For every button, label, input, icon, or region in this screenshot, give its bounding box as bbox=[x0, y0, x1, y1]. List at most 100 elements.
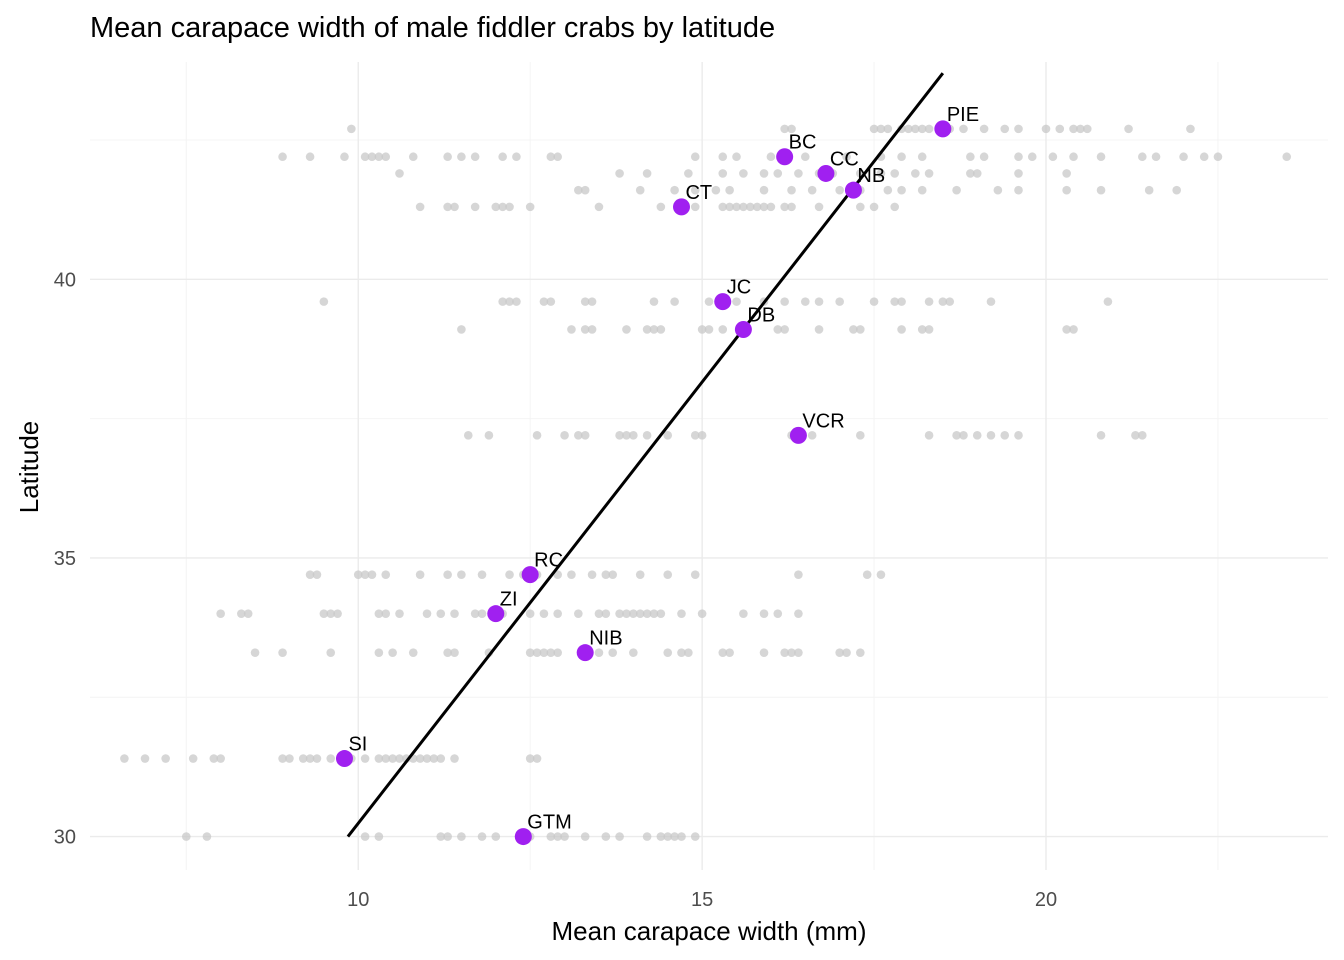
raw-point bbox=[945, 297, 955, 306]
raw-point bbox=[374, 152, 384, 162]
raw-point bbox=[800, 152, 810, 162]
raw-point bbox=[477, 570, 487, 579]
raw-point bbox=[360, 754, 370, 763]
raw-point bbox=[856, 325, 865, 334]
raw-point bbox=[457, 832, 466, 841]
site-label: RC bbox=[534, 550, 563, 572]
raw-point bbox=[663, 648, 673, 657]
raw-point bbox=[1199, 152, 1209, 162]
site-label: SI bbox=[348, 734, 367, 756]
raw-point bbox=[773, 169, 783, 178]
raw-point bbox=[1014, 169, 1023, 178]
raw-point bbox=[525, 754, 535, 763]
raw-point bbox=[305, 570, 315, 579]
raw-point bbox=[704, 297, 714, 306]
raw-point bbox=[924, 297, 934, 306]
raw-point bbox=[615, 832, 624, 841]
raw-point bbox=[1082, 124, 1092, 134]
raw-point bbox=[546, 832, 556, 841]
raw-point bbox=[388, 754, 397, 763]
raw-point bbox=[856, 202, 865, 212]
site-mean-point bbox=[776, 148, 794, 166]
raw-point bbox=[408, 648, 418, 657]
raw-point bbox=[890, 297, 899, 306]
raw-point bbox=[1069, 124, 1078, 134]
raw-point bbox=[759, 648, 769, 657]
raw-point bbox=[381, 570, 391, 579]
raw-point bbox=[849, 325, 858, 334]
raw-point bbox=[690, 202, 700, 212]
raw-point bbox=[1027, 152, 1037, 162]
raw-point bbox=[443, 832, 452, 841]
raw-point bbox=[780, 202, 789, 212]
raw-point bbox=[305, 754, 315, 763]
raw-point bbox=[780, 648, 789, 657]
raw-point bbox=[326, 754, 336, 763]
raw-point bbox=[986, 297, 996, 306]
raw-point bbox=[876, 570, 886, 579]
raw-point bbox=[794, 609, 803, 618]
raw-point bbox=[814, 202, 824, 212]
raw-point bbox=[649, 325, 659, 334]
raw-point bbox=[374, 648, 384, 657]
raw-point bbox=[780, 297, 789, 306]
raw-point bbox=[622, 431, 631, 440]
raw-point bbox=[491, 832, 501, 841]
raw-point bbox=[587, 570, 597, 579]
raw-point bbox=[718, 152, 728, 162]
raw-point bbox=[814, 325, 824, 334]
raw-point bbox=[670, 832, 679, 841]
raw-point bbox=[670, 185, 679, 195]
raw-point bbox=[1096, 152, 1106, 162]
raw-point bbox=[759, 185, 769, 195]
raw-point bbox=[883, 185, 893, 195]
raw-point bbox=[663, 832, 673, 841]
raw-point bbox=[1076, 124, 1085, 134]
raw-point bbox=[477, 609, 487, 618]
site-mean-point bbox=[335, 750, 353, 768]
raw-point bbox=[794, 648, 803, 657]
raw-point bbox=[278, 648, 287, 657]
raw-point bbox=[546, 297, 556, 306]
raw-point bbox=[243, 609, 253, 618]
raw-point bbox=[580, 185, 590, 195]
raw-point bbox=[216, 609, 225, 618]
site-label: DB bbox=[747, 304, 775, 326]
raw-point bbox=[739, 169, 748, 178]
raw-point bbox=[367, 152, 377, 162]
y-tick-label: 35 bbox=[54, 548, 76, 570]
raw-point bbox=[450, 202, 459, 212]
raw-point bbox=[986, 431, 996, 440]
raw-point bbox=[766, 152, 776, 162]
raw-point bbox=[298, 754, 308, 763]
raw-point bbox=[360, 832, 370, 841]
raw-point bbox=[1062, 185, 1071, 195]
raw-point bbox=[381, 754, 391, 763]
raw-point bbox=[835, 648, 844, 657]
site-mean-point bbox=[817, 164, 835, 182]
raw-point bbox=[924, 325, 934, 334]
raw-point bbox=[340, 152, 349, 162]
raw-point bbox=[443, 570, 452, 579]
raw-points bbox=[120, 124, 1292, 841]
raw-point bbox=[718, 169, 728, 178]
y-tick-label: 40 bbox=[54, 269, 76, 291]
raw-point bbox=[635, 185, 645, 195]
raw-point bbox=[759, 202, 769, 212]
raw-point bbox=[677, 648, 686, 657]
raw-point bbox=[457, 325, 466, 334]
raw-point bbox=[787, 185, 796, 195]
raw-point bbox=[807, 185, 817, 195]
raw-point bbox=[1179, 152, 1188, 162]
raw-point bbox=[525, 648, 535, 657]
raw-point bbox=[677, 832, 686, 841]
raw-point bbox=[1103, 297, 1113, 306]
raw-point bbox=[1186, 124, 1195, 134]
raw-point bbox=[897, 325, 906, 334]
raw-point bbox=[780, 124, 789, 134]
raw-point bbox=[835, 297, 844, 306]
x-tick-label: 20 bbox=[1035, 889, 1057, 911]
raw-point bbox=[842, 648, 851, 657]
